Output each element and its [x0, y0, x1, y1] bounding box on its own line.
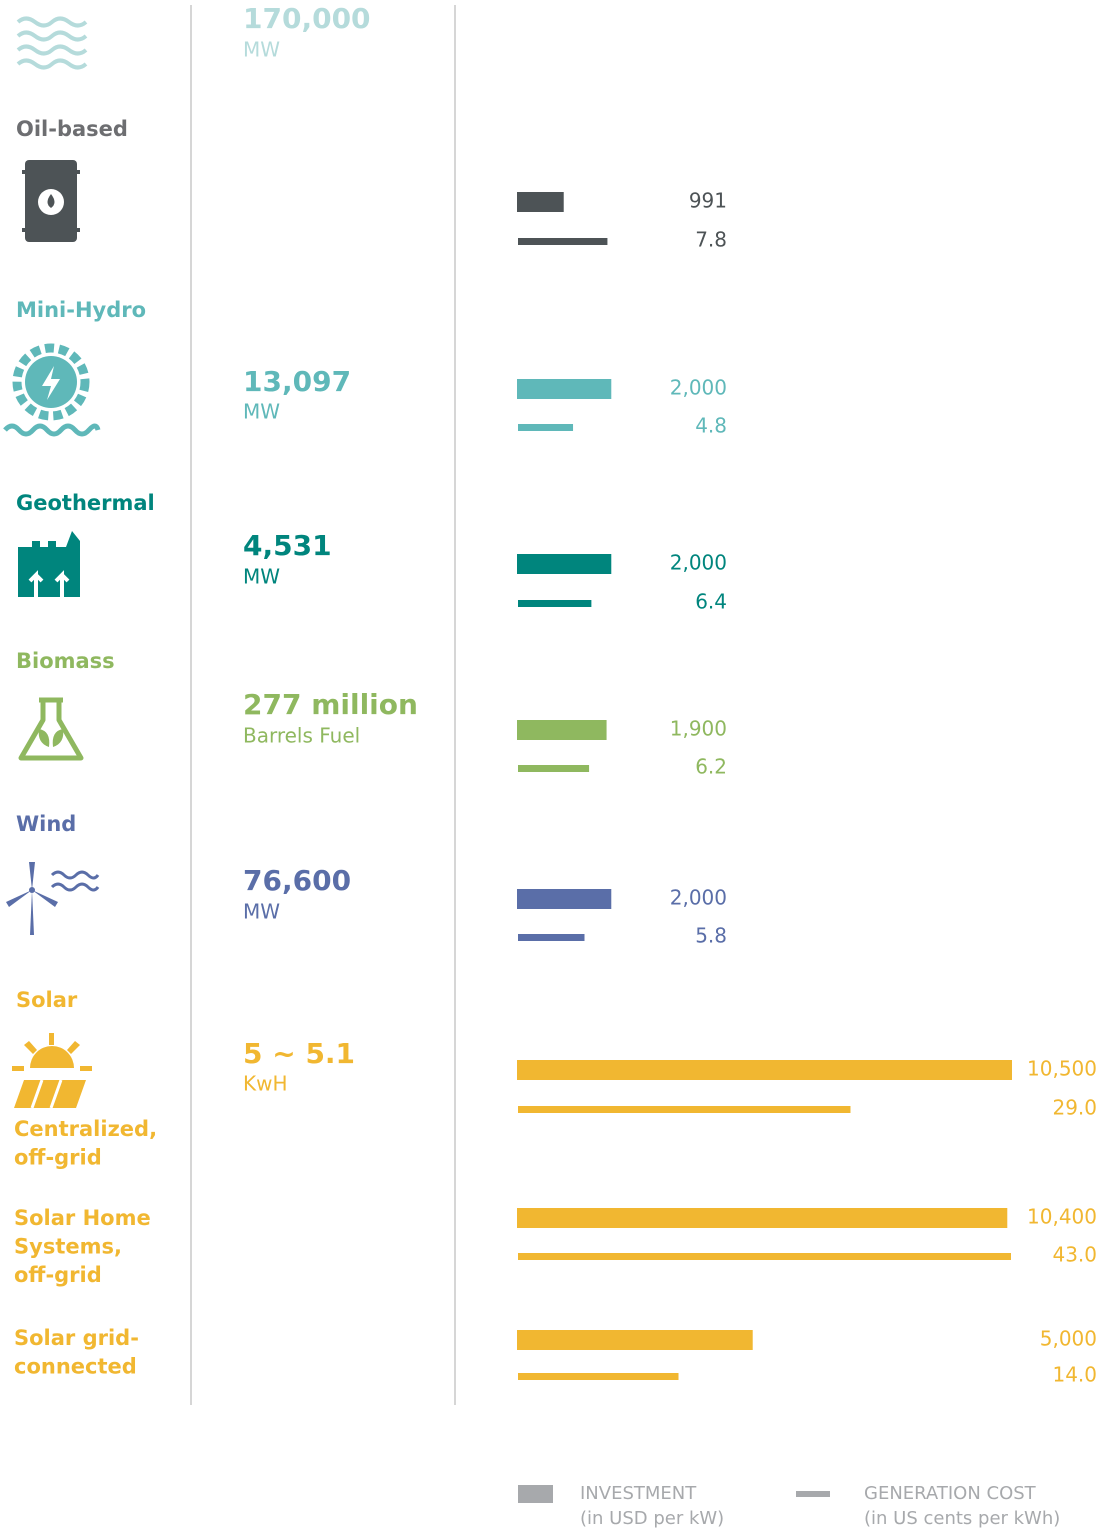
cost-label: 4.8 [695, 414, 727, 438]
source-name: Oil-based [16, 117, 128, 141]
solar-type: Centralized, [14, 1117, 157, 1141]
solar-type: Solar grid- [14, 1326, 139, 1350]
investment-bar [517, 889, 612, 909]
solar-type: off-grid [14, 1263, 102, 1287]
mini-hydro-icon [3, 343, 101, 437]
cost-bar [518, 424, 574, 431]
legend-swatch [518, 1485, 553, 1503]
legend-label: (in USD per kW) [580, 1508, 724, 1529]
source-name: Geothermal [16, 491, 155, 515]
investment-label: 5,000 [1040, 1327, 1097, 1351]
solar-type: off-grid [14, 1146, 102, 1170]
cost-label: 43.0 [1052, 1243, 1097, 1267]
investment-bar [517, 554, 612, 574]
potential: 170,000 [243, 2, 371, 35]
potential: 5 ~ 5.1 [243, 1037, 355, 1070]
potential: 4,531 [243, 529, 332, 562]
investment-bar [517, 192, 564, 212]
cost-bar [518, 238, 608, 245]
investment-bar [517, 720, 607, 740]
cost-label: 6.2 [695, 755, 727, 779]
legend-swatch [796, 1491, 830, 1497]
solar-type: Solar Home [14, 1206, 151, 1230]
investment-label: 991 [689, 189, 727, 213]
potential: 76,600 [243, 864, 351, 897]
unit: MW [243, 38, 280, 62]
unit: MW [243, 900, 280, 924]
cost-bar [518, 1373, 679, 1380]
cost-bar [518, 1106, 851, 1113]
investment-bar [517, 1208, 1008, 1228]
solar-type: connected [14, 1355, 137, 1379]
cost-label: 29.0 [1052, 1096, 1097, 1120]
unit: MW [243, 565, 280, 589]
legend-label: (in US cents per kWh) [864, 1508, 1060, 1529]
source-name: Solar [16, 988, 78, 1012]
potential: 277 million [243, 688, 418, 721]
investment-label: 1,900 [670, 717, 727, 741]
investment-label: 10,400 [1027, 1205, 1097, 1229]
source-name: Mini-Hydro [16, 298, 146, 322]
oil-icon [22, 160, 80, 242]
source-name: Wind [16, 812, 76, 836]
investment-label: 2,000 [670, 376, 727, 400]
cost-label: 7.8 [695, 228, 727, 252]
solar-icon [12, 1033, 92, 1109]
potential: 13,097 [243, 365, 351, 398]
cost-label: 6.4 [695, 590, 727, 614]
cost-bar [518, 765, 590, 772]
legend-label: INVESTMENT [580, 1483, 697, 1504]
wind-icon [6, 862, 100, 935]
biomass-icon [18, 697, 84, 761]
investment-bar [517, 379, 612, 399]
unit: Barrels Fuel [243, 724, 360, 748]
investment-label: 2,000 [670, 886, 727, 910]
cost-label: 5.8 [695, 924, 727, 948]
legend-label: GENERATION COST [864, 1483, 1037, 1504]
investment-bar [517, 1330, 753, 1350]
investment-bar [517, 1060, 1012, 1080]
hydro-icon [16, 16, 88, 70]
investment-label: 2,000 [670, 551, 727, 575]
cost-bar [518, 600, 592, 607]
solar-type: Systems, [14, 1235, 122, 1259]
cost-bar [518, 1253, 1011, 1260]
geothermal-icon [18, 531, 80, 597]
unit: KwH [243, 1072, 288, 1096]
source-name: Biomass [16, 649, 115, 673]
investment-label: 10,500 [1027, 1057, 1097, 1081]
cost-bar [518, 934, 585, 941]
cost-label: 14.0 [1052, 1363, 1097, 1387]
unit: MW [243, 400, 280, 424]
